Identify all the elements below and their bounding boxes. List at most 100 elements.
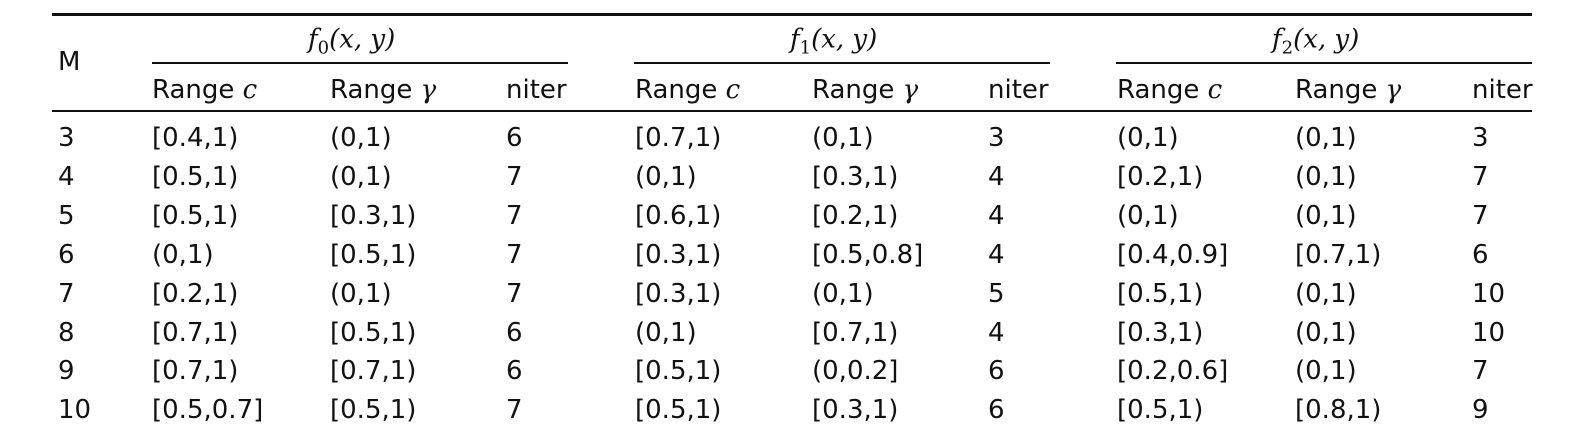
cell: [0.7,1)	[812, 317, 899, 348]
group-header: f1(x, y)	[790, 24, 877, 63]
subheader: niter	[506, 75, 567, 105]
subheader: Range c	[152, 75, 257, 105]
subheader-text: niter	[988, 75, 1049, 105]
cell: (0,1)	[152, 239, 214, 270]
cell: (0,1)	[1117, 200, 1179, 231]
cell: 3	[1472, 123, 1489, 153]
cell: 10	[1472, 278, 1506, 309]
cell: (0,1)	[812, 278, 874, 309]
cell: (0,1)	[1295, 356, 1357, 387]
cell: [0.3,1)	[635, 239, 722, 270]
header-rule	[52, 110, 1532, 112]
cell: 4	[988, 239, 1005, 270]
cell: [0.3,1)	[330, 200, 417, 231]
function-name: f2	[1272, 24, 1294, 59]
group-rule	[152, 62, 568, 64]
cell: [0.3,1)	[635, 278, 722, 309]
subheader: Range γ	[330, 75, 436, 105]
cell: (0,1)	[635, 317, 697, 348]
cell: 4	[988, 200, 1005, 231]
cell: (0,1)	[1295, 161, 1357, 192]
function-args: (x, y)	[1293, 24, 1360, 55]
function-args: (x, y)	[329, 24, 396, 55]
cell: (0,1)	[1295, 200, 1357, 231]
cell: [0.7,1)	[330, 356, 417, 387]
group-rule	[634, 62, 1050, 64]
cell: [0.6,1)	[635, 200, 722, 231]
cell: 7	[58, 278, 75, 309]
cell: [0.5,1)	[152, 200, 239, 231]
subheader-symbol: c	[1207, 75, 1223, 105]
cell: 6	[506, 123, 523, 153]
subheader-text: Range	[635, 75, 718, 105]
cell: 5	[988, 278, 1005, 309]
cell: 3	[58, 123, 75, 153]
cell: 9	[1472, 395, 1489, 426]
cell: 7	[506, 200, 523, 231]
cell: 7	[1472, 200, 1489, 231]
cell: (0,0.2]	[812, 356, 899, 387]
subheader: Range c	[635, 75, 740, 105]
subheader-text: Range	[152, 75, 235, 105]
top-rule	[52, 13, 1532, 16]
cell: [0.2,1)	[1117, 161, 1204, 192]
function-index: 1	[799, 37, 812, 59]
cell: 10	[58, 395, 92, 426]
subheader: Range γ	[1295, 75, 1401, 105]
cell: (0,1)	[1117, 123, 1179, 153]
group-header: f2(x, y)	[1272, 24, 1359, 63]
function-name: f0	[308, 24, 330, 59]
cell: 9	[58, 356, 75, 387]
cell: 6	[1472, 239, 1489, 270]
cell: [0.8,1)	[1295, 395, 1382, 426]
cell: 6	[506, 317, 523, 348]
cell: [0.7,1)	[152, 356, 239, 387]
subheader-symbol: c	[725, 75, 741, 105]
cell: [0.3,1)	[812, 161, 899, 192]
cell: [0.5,1)	[330, 317, 417, 348]
cell: [0.4,0.9]	[1117, 239, 1229, 270]
cell: 6	[506, 356, 523, 387]
group-header: f0(x, y)	[308, 24, 395, 63]
subheader-text: Range	[812, 75, 895, 105]
cell: [0.5,1)	[635, 356, 722, 387]
subheader-text: niter	[1472, 75, 1533, 105]
cell: 3	[988, 123, 1005, 153]
subheader: Range c	[1117, 75, 1222, 105]
cell: (0,1)	[812, 123, 874, 153]
subheader-symbol: γ	[1385, 75, 1402, 105]
cell: [0.3,1)	[812, 395, 899, 426]
cell: 7	[506, 278, 523, 309]
cell: [0.4,1)	[152, 123, 239, 153]
cell: [0.2,0.6]	[1117, 356, 1229, 387]
cell: 6	[988, 395, 1005, 426]
cell: (0,1)	[635, 161, 697, 192]
cell: [0.5,1)	[1117, 395, 1204, 426]
cell: 6	[58, 239, 75, 270]
subheader-text: Range	[1117, 75, 1200, 105]
subheader: niter	[1472, 75, 1533, 105]
subheader-symbol: γ	[420, 75, 437, 105]
cell: 7	[506, 239, 523, 270]
cell: [0.5,0.7]	[152, 395, 264, 426]
cell: 4	[988, 317, 1005, 348]
cell: [0.7,1)	[1295, 239, 1382, 270]
cell: [0.7,1)	[152, 317, 239, 348]
cell: (0,1)	[330, 161, 392, 192]
subheader-text: Range	[330, 75, 413, 105]
subheader-text: Range	[1295, 75, 1378, 105]
cell: 10	[1472, 317, 1506, 348]
cell: 6	[988, 356, 1005, 387]
group-rule	[1116, 62, 1532, 64]
cell: (0,1)	[1295, 278, 1357, 309]
cell: (0,1)	[330, 278, 392, 309]
corner-header: M	[58, 47, 81, 77]
cell: [0.5,0.8]	[812, 239, 924, 270]
cell: 8	[58, 317, 75, 348]
subheader: Range γ	[812, 75, 918, 105]
cell: [0.2,1)	[812, 200, 899, 231]
cell: [0.2,1)	[152, 278, 239, 309]
cell: 4	[58, 161, 75, 192]
cell: [0.3,1)	[1117, 317, 1204, 348]
